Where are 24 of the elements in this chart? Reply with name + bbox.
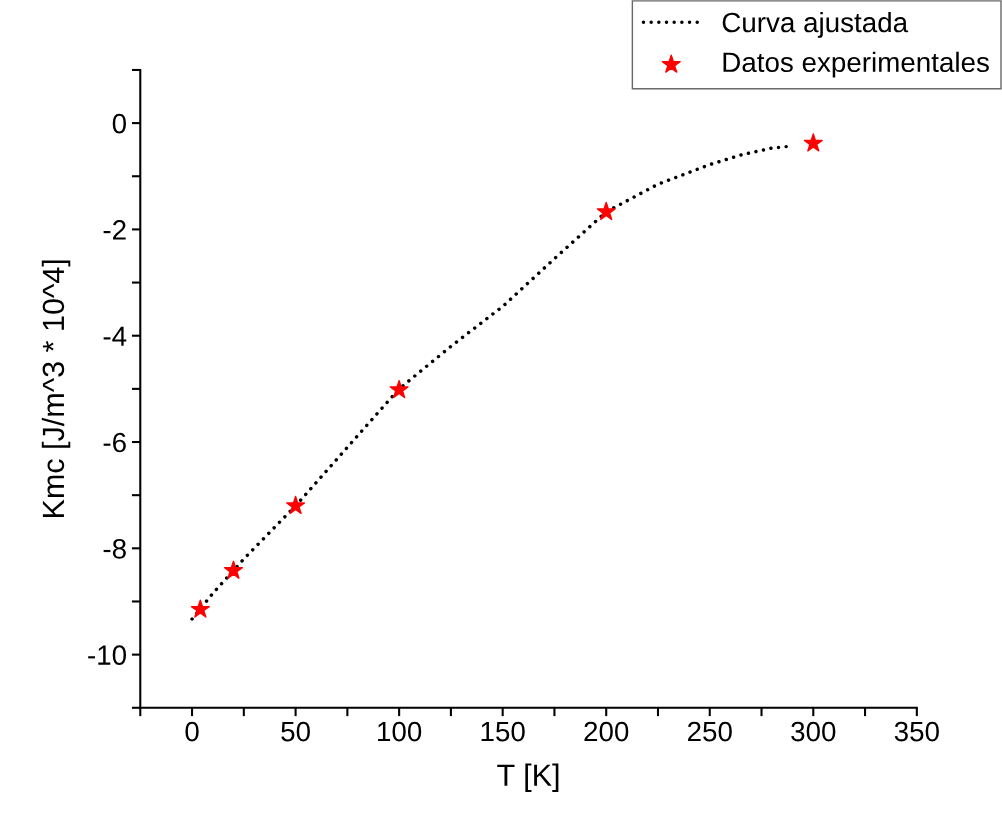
x-tick-label: 200 [584, 721, 629, 742]
y-tick-label: -2 [103, 220, 126, 240]
y-tick-label: -4 [103, 326, 127, 346]
x-tick-label: 0 [185, 721, 199, 742]
legend-label: Curva ajustada [722, 11, 909, 38]
y-tick-label: -10 [88, 645, 126, 665]
point [389, 379, 409, 399]
legend-label: Datos experimentales [723, 51, 989, 78]
x-axis-title: T [K] [497, 763, 559, 793]
x-tick-label: 100 [378, 721, 422, 742]
x-tick-label: 50 [281, 721, 310, 742]
point [223, 560, 244, 579]
point [190, 599, 210, 618]
y-axis-title: Kmc [J/m^3 * 10^4] [41, 260, 71, 518]
x-tick-label: 150 [481, 721, 525, 742]
point [596, 201, 616, 221]
point [803, 133, 823, 152]
x-tick-label: 300 [791, 721, 836, 742]
y-tick-label: 0 [112, 113, 126, 134]
y-tick-label: -8 [103, 538, 126, 559]
y-tick-label: -6 [103, 432, 126, 453]
point [286, 495, 306, 515]
x-tick-label: 250 [687, 721, 732, 742]
x-tick-label: 350 [894, 721, 939, 742]
